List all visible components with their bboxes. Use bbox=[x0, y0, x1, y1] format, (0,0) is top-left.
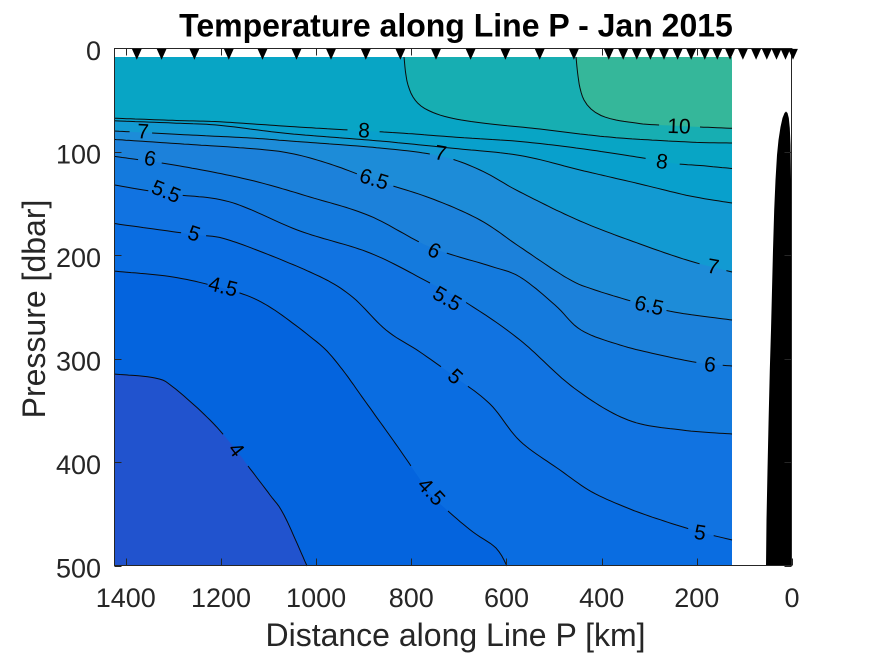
svg-text:1400: 1400 bbox=[96, 583, 156, 613]
svg-text:400: 400 bbox=[579, 583, 624, 613]
svg-text:1000: 1000 bbox=[286, 583, 346, 613]
svg-text:0: 0 bbox=[86, 36, 101, 66]
svg-text:7: 7 bbox=[137, 120, 150, 144]
svg-text:500: 500 bbox=[56, 554, 101, 584]
svg-text:1200: 1200 bbox=[191, 583, 251, 613]
svg-text:200: 200 bbox=[56, 243, 101, 273]
svg-text:400: 400 bbox=[56, 450, 101, 480]
svg-text:6: 6 bbox=[142, 147, 158, 172]
svg-text:8: 8 bbox=[358, 119, 371, 143]
svg-text:8: 8 bbox=[655, 150, 669, 174]
svg-text:Distance along Line P [km]: Distance along Line P [km] bbox=[265, 617, 645, 653]
svg-text:Pressure [dbar]: Pressure [dbar] bbox=[16, 200, 52, 419]
svg-text:600: 600 bbox=[484, 583, 529, 613]
svg-text:7: 7 bbox=[705, 255, 721, 280]
svg-text:0: 0 bbox=[784, 583, 799, 613]
svg-text:800: 800 bbox=[389, 583, 434, 613]
svg-text:5: 5 bbox=[692, 521, 707, 546]
svg-text:10: 10 bbox=[667, 115, 691, 139]
svg-text:Temperature along Line P - Jan: Temperature along Line P - Jan 2015 bbox=[179, 8, 733, 44]
svg-text:300: 300 bbox=[56, 347, 101, 377]
svg-text:7: 7 bbox=[433, 141, 449, 166]
svg-text:6: 6 bbox=[703, 353, 717, 377]
svg-text:200: 200 bbox=[674, 583, 719, 613]
svg-text:100: 100 bbox=[56, 139, 101, 169]
